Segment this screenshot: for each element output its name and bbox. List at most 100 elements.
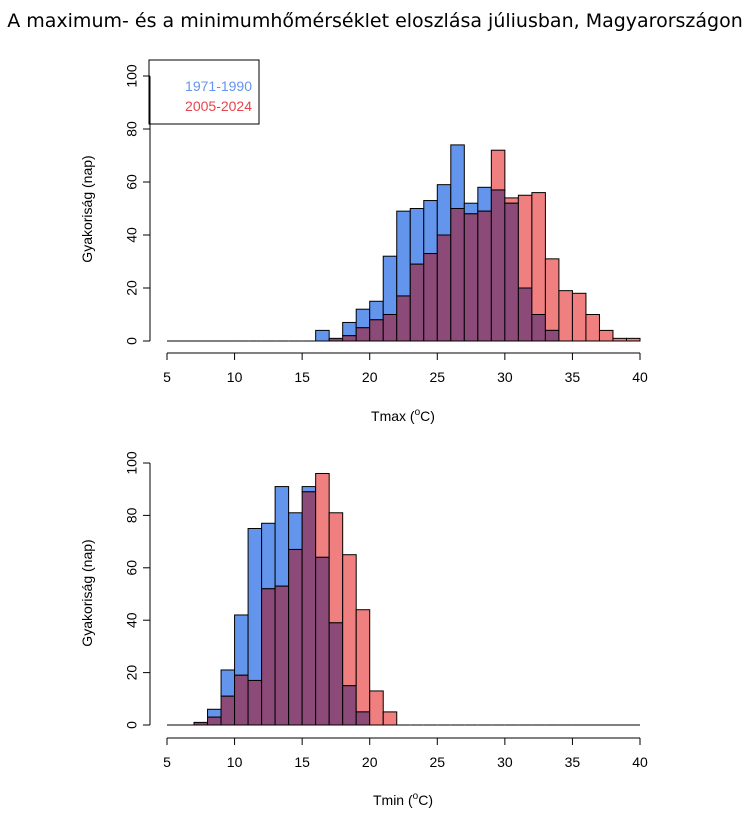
bar-1971-1990-bin-18 — [409, 208, 425, 265]
bar-1971-1990-bin-16 — [382, 255, 398, 316]
bottom-histogram — [167, 472, 640, 726]
bar-2005-2024-bin-11 — [315, 472, 330, 558]
bar-1971-1990-bin-9 — [288, 512, 303, 550]
bottom-y-tick-label-20: 20 — [124, 665, 140, 681]
top-x-tick-label-40: 40 — [632, 369, 648, 385]
bottom-x-axis-title-main: Tmin ( — [373, 792, 413, 808]
bottom-x-tick-label-15: 15 — [294, 754, 310, 770]
top-y-tick-label-60: 60 — [124, 174, 140, 190]
bar-overlap-bin-11 — [315, 556, 330, 726]
bar-overlap-bin-18 — [409, 263, 425, 342]
bottom-y-axis: 0 20 40 60 80 100 — [124, 451, 151, 729]
bottom-x-tick-label-5: 5 — [163, 754, 171, 770]
top-x-axis-title: Tmax (oC) — [371, 407, 435, 424]
top-x-tick-label-5: 5 — [163, 369, 171, 385]
bar-1971-1990-bin-6 — [247, 528, 263, 681]
bar-2005-2024-bin-32 — [598, 329, 614, 342]
bottom-x-tick-label-10: 10 — [227, 754, 243, 770]
bottom-x-tick-label-40: 40 — [632, 754, 648, 770]
top-x-tick-label-10: 10 — [227, 369, 243, 385]
bar-2005-2024-bin-13 — [342, 554, 357, 687]
bar-2005-2024-bin-31 — [585, 314, 600, 342]
bottom-x-axis-title-unit: C) — [418, 792, 433, 808]
bar-overlap-bin-3 — [207, 716, 222, 726]
bar-2005-2024-bin-26 — [517, 194, 533, 289]
bar-2005-2024-bin-12 — [328, 512, 344, 624]
bar-2005-2024-bin-33 — [612, 337, 627, 342]
bar-overlap-bin-8 — [274, 585, 290, 726]
top-x-tick-label-25: 25 — [429, 369, 445, 385]
bar-overlap-bin-14 — [355, 327, 371, 342]
bar-overlap-bin-22 — [463, 213, 479, 342]
bar-1971-1990-bin-21 — [450, 144, 465, 209]
bar-2005-2024-bin-29 — [558, 290, 573, 342]
bar-overlap-bin-2 — [193, 721, 209, 726]
page-title: A maximum- és a minimumhőmérséklet elosz… — [7, 10, 743, 32]
top-y-tick-label-80: 80 — [124, 121, 140, 137]
bar-1971-1990-bin-20 — [436, 184, 452, 236]
bar-1971-1990-bin-22 — [463, 202, 479, 215]
top-x-axis-title-sup: o — [415, 407, 421, 418]
bottom-x-tick-label-35: 35 — [565, 754, 581, 770]
bar-overlap-bin-20 — [436, 234, 452, 342]
bar-1971-1990-bin-17 — [396, 210, 411, 297]
bar-1971-1990-bin-3 — [207, 708, 222, 718]
bar-1971-1990-bin-15 — [369, 300, 384, 321]
top-x-tick-label-20: 20 — [362, 369, 378, 385]
top-x-tick-label-15: 15 — [294, 369, 310, 385]
top-x-tick-label-30: 30 — [497, 369, 513, 385]
bar-overlap-bin-9 — [288, 548, 303, 726]
bar-overlap-bin-15 — [369, 319, 384, 342]
legend-entry-2005-2024: 2005-2024 — [185, 98, 252, 114]
legend: 1971-1990 2005-2024 — [148, 59, 260, 125]
bar-overlap-bin-19 — [423, 253, 438, 342]
bottom-y-tick-label-80: 80 — [124, 507, 140, 523]
bottom-x-axis-title: Tmin (oC) — [373, 791, 433, 808]
bar-1971-1990-bin-5 — [234, 614, 249, 676]
bar-overlap-bin-17 — [396, 295, 411, 342]
bar-overlap-bin-25 — [504, 202, 519, 342]
bar-overlap-bin-4 — [220, 695, 236, 726]
bottom-x-tick-label-25: 25 — [429, 754, 445, 770]
bottom-y-axis-title: Gyakoriság (nap) — [79, 539, 95, 646]
bar-1971-1990-bin-14 — [355, 308, 371, 329]
bar-1971-1990-bin-10 — [301, 486, 317, 493]
bottom-x-axis-title-sup: o — [413, 791, 419, 802]
top-x-tick-label-35: 35 — [565, 369, 581, 385]
bar-1971-1990-bin-4 — [220, 669, 236, 697]
bottom-y-tick-label-60: 60 — [124, 560, 140, 576]
top-y-tick-label-40: 40 — [124, 227, 140, 243]
bar-2005-2024-bin-34 — [625, 337, 641, 342]
bar-2005-2024-bin-28 — [544, 258, 560, 331]
bar-2005-2024-bin-14 — [355, 609, 371, 713]
bar-overlap-bin-10 — [301, 491, 317, 726]
top-y-tick-label-0: 0 — [124, 337, 140, 345]
bar-overlap-bin-27 — [531, 314, 546, 342]
bottom-x-tick-label-30: 30 — [497, 754, 513, 770]
bar-1971-1990-bin-19 — [423, 200, 438, 255]
bar-overlap-bin-12 — [328, 337, 344, 342]
legend-entry-1971-1990: 1971-1990 — [185, 78, 252, 94]
top-histogram — [167, 144, 641, 342]
top-x-axis-title-unit: C) — [420, 408, 435, 424]
bar-overlap-bin-7 — [261, 588, 276, 726]
bar-2005-2024-bin-25 — [504, 197, 519, 204]
bottom-y-tick-label-100: 100 — [124, 451, 140, 475]
bar-1971-1990-bin-11 — [315, 329, 330, 342]
bar-2005-2024-bin-24 — [490, 149, 506, 191]
bar-overlap-bin-28 — [544, 329, 560, 342]
top-x-axis: 5 10 15 20 25 30 35 40 — [163, 352, 648, 385]
bottom-x-tick-label-20: 20 — [362, 754, 378, 770]
bar-overlap-bin-23 — [477, 210, 492, 342]
bar-2005-2024-bin-30 — [571, 292, 587, 342]
bottom-y-tick-label-0: 0 — [124, 721, 140, 729]
legend-box — [148, 59, 260, 125]
bar-1971-1990-bin-8 — [274, 486, 290, 587]
bar-1971-1990-bin-7 — [261, 522, 276, 590]
bar-overlap-bin-14 — [355, 711, 371, 726]
bar-overlap-bin-5 — [234, 674, 249, 726]
top-y-axis-title: Gyakoriság (nap) — [79, 155, 95, 262]
bar-overlap-bin-21 — [450, 208, 465, 342]
bar-overlap-bin-13 — [342, 685, 357, 726]
